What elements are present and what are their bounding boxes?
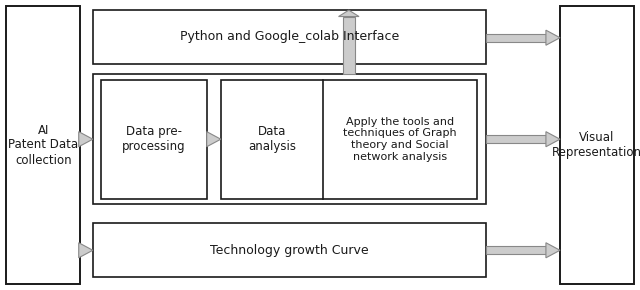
Bar <box>101 80 207 199</box>
Bar <box>221 80 477 199</box>
Polygon shape <box>546 243 560 258</box>
Bar <box>343 17 355 74</box>
Bar <box>486 246 546 254</box>
Bar <box>486 135 546 143</box>
Polygon shape <box>79 132 93 147</box>
Polygon shape <box>207 132 221 147</box>
Polygon shape <box>339 10 359 17</box>
Text: Python and Google_colab Interface: Python and Google_colab Interface <box>180 30 399 44</box>
Text: Technology growth Curve: Technology growth Curve <box>211 244 369 257</box>
Polygon shape <box>79 243 93 258</box>
Polygon shape <box>546 132 560 147</box>
Bar <box>486 34 546 42</box>
Text: Visual
Representation: Visual Representation <box>552 131 640 159</box>
Bar <box>93 223 486 277</box>
Bar <box>93 74 486 204</box>
Bar <box>6 6 80 284</box>
Text: Data pre-
processing: Data pre- processing <box>122 125 186 153</box>
Bar <box>560 6 634 284</box>
Text: Apply the tools and
techniques of Graph
theory and Social
network analysis: Apply the tools and techniques of Graph … <box>343 117 457 162</box>
Bar <box>79 246 80 254</box>
Text: AI
Patent Data
collection: AI Patent Data collection <box>8 124 78 166</box>
Polygon shape <box>546 30 560 45</box>
Bar <box>93 10 486 64</box>
Text: Data
analysis: Data analysis <box>248 125 296 153</box>
Bar <box>79 135 80 143</box>
